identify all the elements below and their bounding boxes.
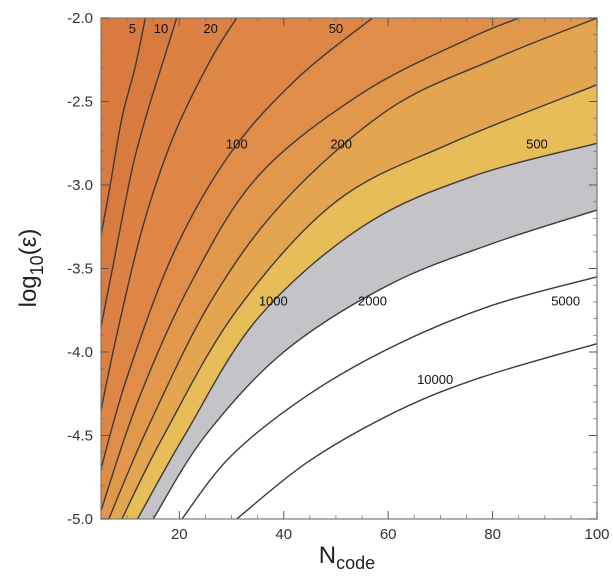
y-axis-title-sub: 10: [27, 255, 47, 275]
contour-labels: 5 10 20 50 100 200 500 1000 2000 5000 10000: [129, 21, 580, 387]
y-axis-title-main: log: [15, 275, 42, 307]
contour-line: [152, 209, 598, 520]
contour-label: 200: [330, 136, 352, 151]
contour-label: 5000: [551, 293, 580, 308]
y-tick-label: -5.0: [67, 511, 93, 528]
y-axis-title-tail: (ε): [15, 229, 42, 256]
contour-line: [136, 142, 598, 520]
x-axis-title: Ncode: [319, 542, 375, 573]
contour-label: 1000: [259, 293, 288, 308]
y-tick-label: -3.5: [67, 261, 93, 278]
x-axis-title-sub: code: [336, 553, 375, 573]
contour-line: [100, 17, 519, 511]
y-tick-label: -4.0: [67, 344, 93, 361]
x-axis-ticks: 20 40 60 80 100: [100, 18, 610, 543]
contour-line: [100, 17, 178, 328]
contour-label: 2000: [358, 293, 387, 308]
contour-label: 10: [154, 21, 168, 36]
x-tick-label: 80: [484, 526, 501, 543]
contour-line: [100, 17, 238, 411]
x-tick-label: 40: [275, 526, 292, 543]
contour-label: 20: [203, 21, 217, 36]
y-tick-label: -4.5: [67, 428, 93, 445]
contour-lines: [100, 17, 598, 520]
y-tick-label: -3.0: [67, 177, 93, 194]
contour-label: 500: [526, 136, 548, 151]
contour-line: [100, 17, 147, 236]
y-axis-title: log10(ε): [15, 229, 47, 308]
band-fill: [101, 18, 146, 236]
contour-bands: [101, 18, 597, 519]
contour-label: 10000: [417, 372, 453, 387]
contour-label: 5: [129, 21, 136, 36]
contour-line: [181, 276, 598, 520]
x-axis-title-main: N: [319, 542, 336, 569]
y-tick-label: -2.5: [67, 94, 93, 111]
x-tick-label: 20: [171, 526, 188, 543]
contour-line: [100, 17, 373, 470]
y-axis-ticks: -2.0 -2.5 -3.0 -3.5 -4.0 -4.5 -5.0: [67, 10, 597, 528]
contour-line: [121, 84, 598, 520]
contour-line: [236, 343, 598, 520]
contour-line: [108, 17, 598, 520]
y-tick-label: -2.0: [67, 10, 93, 27]
contour-label: 100: [226, 136, 248, 151]
x-tick-label: 60: [380, 526, 397, 543]
contour-label: 50: [329, 21, 343, 36]
x-tick-label: 100: [584, 526, 609, 543]
